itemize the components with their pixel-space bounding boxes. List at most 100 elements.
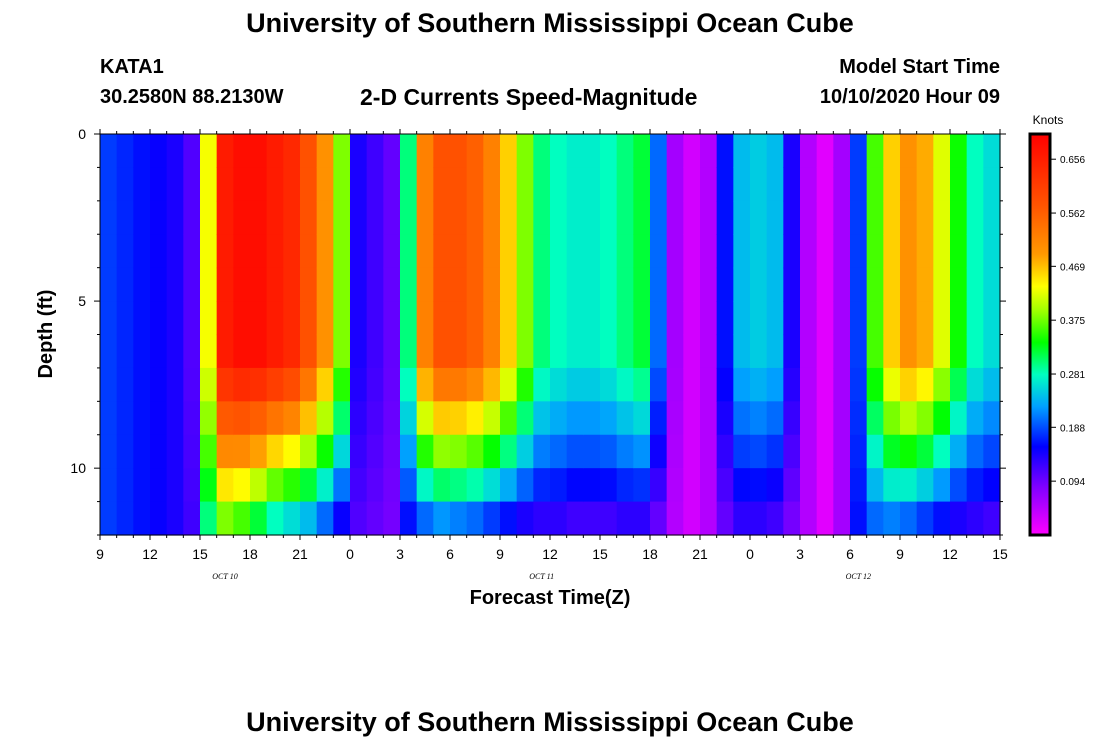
heatmap-cell: [866, 501, 884, 536]
heatmap-cell: [550, 134, 568, 169]
heatmap-cell: [133, 367, 151, 402]
heatmap-cell: [833, 267, 851, 302]
heatmap-cell: [400, 334, 418, 369]
heatmap-cell: [183, 401, 201, 436]
heatmap-cell: [450, 200, 468, 235]
heatmap-cell: [433, 301, 451, 336]
colorbar-tick-label: 0.188: [1060, 423, 1085, 434]
heatmap-cell: [816, 334, 834, 369]
heatmap-cell: [883, 501, 901, 536]
heatmap-cell: [783, 367, 801, 402]
heatmap-cell: [800, 434, 818, 469]
x-tick-label: 15: [192, 546, 208, 562]
heatmap-cell: [400, 401, 418, 436]
heatmap-cell: [883, 267, 901, 302]
heatmap-cell: [233, 234, 251, 269]
heatmap-cell: [833, 334, 851, 369]
heatmap-cell: [250, 434, 268, 469]
heatmap-cell: [466, 200, 484, 235]
heatmap-cell: [300, 234, 318, 269]
heatmap-cell: [983, 167, 1001, 202]
heatmap-cell: [883, 301, 901, 336]
heatmap-cell: [800, 267, 818, 302]
heatmap-cell: [166, 501, 184, 536]
heatmap-cell: [250, 501, 268, 536]
heatmap-cell: [116, 301, 134, 336]
heatmap-cell: [183, 200, 201, 235]
heatmap-cell: [416, 468, 434, 503]
heatmap-cell: [150, 367, 168, 402]
y-tick-label: 0: [78, 126, 86, 142]
heatmap-cell: [650, 234, 668, 269]
heatmap-cell: [750, 501, 768, 536]
heatmap-cell: [816, 434, 834, 469]
heatmap-cell: [283, 134, 301, 169]
heatmap-cell: [216, 367, 234, 402]
heatmap-cell: [450, 334, 468, 369]
heatmap-cell: [250, 334, 268, 369]
heatmap-cell: [700, 267, 718, 302]
heatmap-cell: [900, 501, 918, 536]
heatmap-cell: [133, 200, 151, 235]
heatmap-cell: [500, 234, 518, 269]
heatmap-cell: [300, 501, 318, 536]
heatmap-cell: [966, 301, 984, 336]
x-tick-label: 18: [642, 546, 658, 562]
heatmap-cell: [800, 167, 818, 202]
heatmap-cell: [216, 501, 234, 536]
heatmap-cell: [583, 134, 601, 169]
heatmap-cell: [500, 267, 518, 302]
heatmap-cell: [250, 167, 268, 202]
x-tick-label: 6: [846, 546, 854, 562]
heatmap-cell: [916, 234, 934, 269]
heatmap-cell: [483, 267, 501, 302]
heatmap-cell: [983, 134, 1001, 169]
heatmap-cell: [766, 468, 784, 503]
heatmap-cell: [633, 301, 651, 336]
heatmap-cell: [116, 200, 134, 235]
heatmap-cell: [666, 301, 684, 336]
date-label: OCT 12: [846, 572, 871, 581]
colorbar-label: Knots: [1033, 113, 1064, 127]
heatmap-cell: [533, 501, 551, 536]
heatmap-cell: [216, 401, 234, 436]
heatmap-cell: [650, 468, 668, 503]
heatmap-cell: [583, 200, 601, 235]
heatmap-cell: [833, 501, 851, 536]
heatmap-cell: [483, 367, 501, 402]
heatmap-cell: [183, 501, 201, 536]
heatmap-cell: [800, 501, 818, 536]
heatmap-cell: [450, 134, 468, 169]
station-coordinates: 30.2580N 88.2130W: [100, 86, 284, 108]
heatmap-cell: [666, 134, 684, 169]
heatmap-cell: [366, 468, 384, 503]
heatmap-cell: [650, 334, 668, 369]
heatmap-cell: [866, 434, 884, 469]
heatmap-cell: [566, 501, 584, 536]
heatmap-cell: [933, 367, 951, 402]
heatmap-cell: [533, 134, 551, 169]
heatmap-cell: [450, 401, 468, 436]
colorbar-tick-label: 0.094: [1060, 477, 1085, 488]
x-tick-label: 15: [992, 546, 1008, 562]
heatmap-cell: [266, 134, 284, 169]
heatmap-cell: [166, 334, 184, 369]
heatmap-cell: [783, 401, 801, 436]
heatmap-cell: [683, 367, 701, 402]
heatmap-cell: [300, 167, 318, 202]
heatmap-cell: [283, 200, 301, 235]
heatmap-cell: [783, 501, 801, 536]
heatmap-cell: [950, 401, 968, 436]
heatmap-cell: [433, 401, 451, 436]
heatmap-cell: [333, 401, 351, 436]
heatmap-cell: [466, 334, 484, 369]
heatmap-cell: [533, 468, 551, 503]
heatmap-cell: [316, 267, 334, 302]
heatmap-cell: [383, 200, 401, 235]
heatmap-cell: [750, 434, 768, 469]
heatmap-cell: [683, 401, 701, 436]
heatmap-cell: [783, 234, 801, 269]
heatmap-cell: [533, 267, 551, 302]
heatmap-cell: [766, 134, 784, 169]
heatmap-cell: [616, 200, 634, 235]
